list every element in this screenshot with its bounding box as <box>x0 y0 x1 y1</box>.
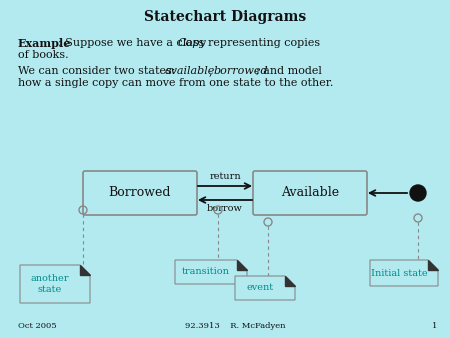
Text: We can consider two states:: We can consider two states: <box>18 66 179 76</box>
Text: available: available <box>165 66 216 76</box>
Text: return: return <box>209 172 241 181</box>
Text: , representing copies: , representing copies <box>201 38 320 48</box>
Polygon shape <box>175 260 247 284</box>
FancyBboxPatch shape <box>253 171 367 215</box>
Text: ; and model: ; and model <box>256 66 322 76</box>
Text: another
state: another state <box>31 274 69 294</box>
Text: 92.3913    R. McFadyen: 92.3913 R. McFadyen <box>185 322 285 330</box>
Text: borrowed: borrowed <box>214 66 269 76</box>
Polygon shape <box>370 260 438 286</box>
Text: Oct 2005: Oct 2005 <box>18 322 57 330</box>
Text: of books.: of books. <box>18 50 68 60</box>
Text: Initial state: Initial state <box>371 268 427 277</box>
Text: Copy: Copy <box>178 38 207 48</box>
Circle shape <box>410 185 426 201</box>
Polygon shape <box>237 260 247 270</box>
Text: borrow: borrow <box>207 204 243 213</box>
Text: ,: , <box>209 66 212 76</box>
Text: Statechart Diagrams: Statechart Diagrams <box>144 10 306 24</box>
Text: how a single copy can move from one state to the other.: how a single copy can move from one stat… <box>18 78 333 88</box>
Text: event: event <box>247 284 274 292</box>
Text: Available: Available <box>281 187 339 199</box>
Polygon shape <box>285 276 295 286</box>
Text: Borrowed: Borrowed <box>109 187 171 199</box>
Polygon shape <box>428 260 438 270</box>
FancyBboxPatch shape <box>83 171 197 215</box>
Text: : Suppose we have a class: : Suppose we have a class <box>58 38 208 48</box>
Text: Example: Example <box>18 38 72 49</box>
Polygon shape <box>235 276 295 300</box>
Polygon shape <box>20 265 90 303</box>
Text: 1: 1 <box>432 322 437 330</box>
Text: transition: transition <box>182 267 230 276</box>
Polygon shape <box>80 265 90 275</box>
